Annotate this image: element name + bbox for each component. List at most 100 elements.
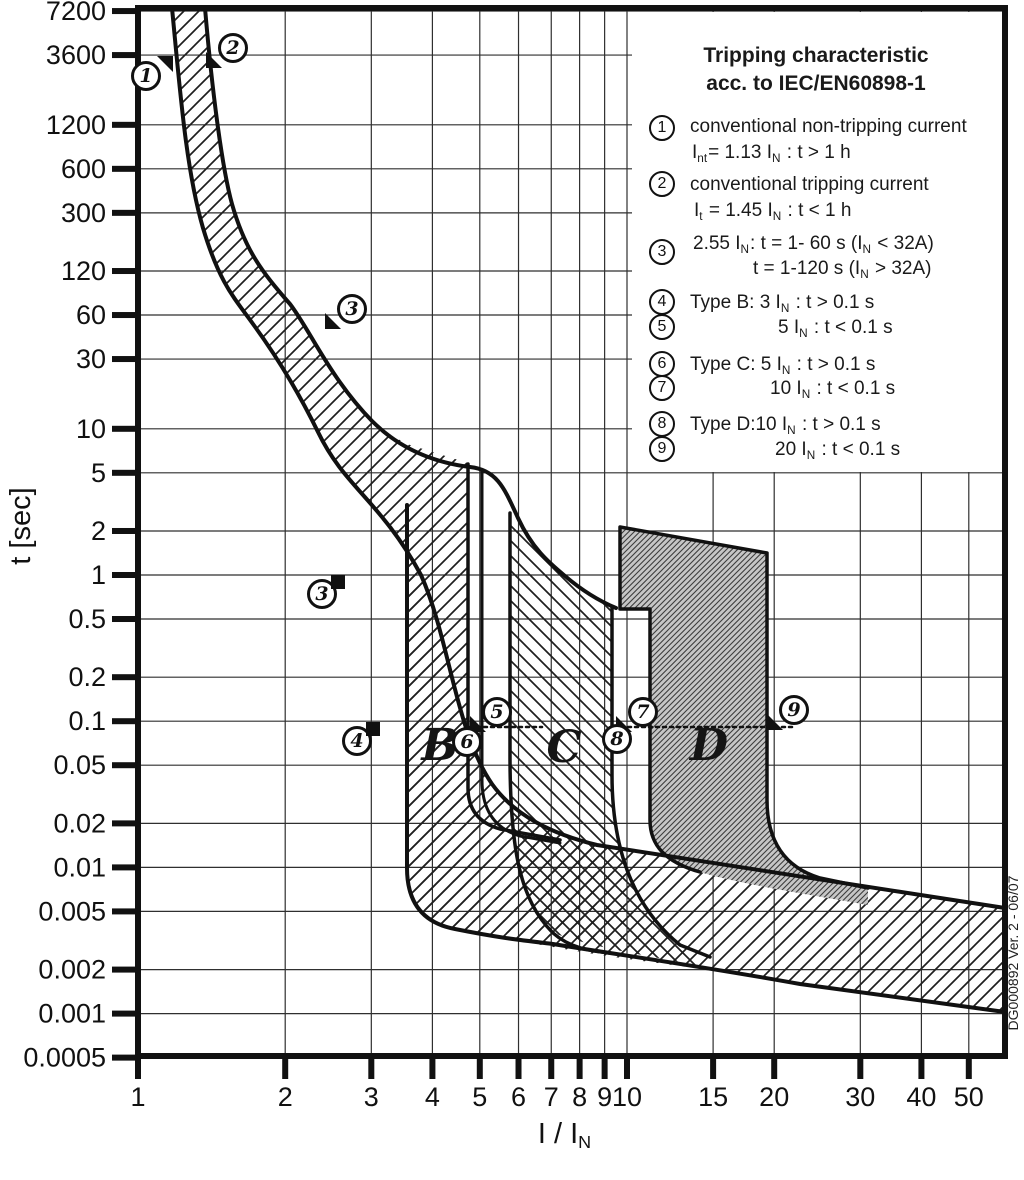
x-tick-label: 7 xyxy=(544,1082,559,1112)
legend-item-6-text: Type C: 5 IN : t > 0.1 s xyxy=(690,354,876,377)
y-tick xyxy=(112,1010,138,1017)
y-tick xyxy=(112,425,138,432)
y-tick xyxy=(112,864,138,871)
y-tick-label: 0.002 xyxy=(38,955,106,985)
legend-item-9-text: 20 IN : t < 0.1 s xyxy=(775,439,901,462)
y-tick xyxy=(112,527,138,534)
curve-non-tripping-boundary xyxy=(170,6,1007,910)
line-c-right-edge xyxy=(610,606,712,959)
marker-circle: 8 xyxy=(602,724,632,754)
legend-item-number-9: 9 xyxy=(649,436,675,462)
marker-circle: 2 xyxy=(218,33,248,63)
y-tick xyxy=(112,820,138,827)
x-tick xyxy=(576,1059,583,1079)
thermal-and-bottom-band-region xyxy=(172,8,1005,1012)
x-tick xyxy=(515,1059,522,1079)
y-tick xyxy=(112,674,138,681)
legend-item-number-7: 7 xyxy=(649,375,675,401)
y-tick xyxy=(112,268,138,275)
marker-circle: 3 xyxy=(337,294,367,324)
y-tick-label: 0.0005 xyxy=(23,1043,106,1073)
y-tick-label: 60 xyxy=(76,300,106,330)
x-tick xyxy=(368,1059,375,1079)
legend-item-2-text: It = 1.45 IN : t < 1 h xyxy=(694,200,852,223)
marker-pointer xyxy=(331,575,345,589)
x-tick-label: 20 xyxy=(759,1082,789,1112)
marker-circle: 4 xyxy=(342,726,372,756)
legend-item-8-text: Type D:10 IN : t > 0.1 s xyxy=(690,414,881,437)
line-b-instantaneous-5in xyxy=(480,468,562,845)
line-d-outline xyxy=(618,525,870,890)
x-tick xyxy=(771,1059,778,1079)
y-tick-label: 120 xyxy=(61,256,106,286)
x-tick xyxy=(282,1059,289,1079)
y-tick xyxy=(112,165,138,172)
y-tick xyxy=(112,52,138,59)
x-tick-label: 4 xyxy=(425,1082,440,1112)
legend-item-3-text: 2.55 IN: t = 1- 60 s (IN < 32A) xyxy=(693,233,934,256)
x-axis-title: I / IN xyxy=(537,1118,592,1153)
x-tick xyxy=(710,1059,717,1079)
x-tick xyxy=(135,1059,141,1079)
line-b-right-edge xyxy=(466,462,562,842)
legend-item-number-1: 1 xyxy=(649,115,675,141)
x-tick xyxy=(429,1059,436,1079)
curve-tripping-boundary xyxy=(203,6,618,610)
legend-item-number-5: 5 xyxy=(649,314,675,340)
y-tick-label: 0.05 xyxy=(53,750,106,780)
y-tick-label: 10 xyxy=(76,414,106,444)
marker-pointer xyxy=(366,722,380,736)
y-tick xyxy=(112,762,138,769)
x-tick-label: 40 xyxy=(906,1082,936,1112)
y-tick-label: 30 xyxy=(76,344,106,374)
y-tick-label: 0.001 xyxy=(38,999,106,1029)
y-tick-label: 0.5 xyxy=(68,604,106,634)
y-tick xyxy=(112,718,138,725)
marker-circle: 7 xyxy=(628,697,658,727)
y-tick-label: 7200 xyxy=(46,0,106,26)
x-tick-label: 30 xyxy=(845,1082,875,1112)
y-tick xyxy=(112,356,138,363)
y-tick-label: 5 xyxy=(91,458,106,488)
legend-item-1-text: conventional non-tripping current xyxy=(690,116,967,137)
y-tick-label: 1 xyxy=(91,560,106,590)
y-tick xyxy=(112,908,138,915)
axes: 1 2 3 4 5 6 7 8 9 10 15 20 30 40 507200360012006003001… xyxy=(23,0,983,1112)
legend-item-7-text: 10 IN : t < 0.1 s xyxy=(770,378,896,401)
legend-item-4-text: Type B: 3 IN : t > 0.1 s xyxy=(690,292,875,315)
marker-circle: 5 xyxy=(482,697,512,727)
x-tick xyxy=(965,1059,972,1079)
x-tick-label: 15 xyxy=(698,1082,728,1112)
y-tick-label: 0.005 xyxy=(38,896,106,926)
x-tick xyxy=(918,1059,925,1079)
legend-backdrop xyxy=(632,12,1002,472)
x-tick-label: 6 xyxy=(511,1082,526,1112)
y-tick-label: 3600 xyxy=(46,40,106,70)
x-tick-label: 3 xyxy=(364,1082,379,1112)
legend-item-number-4: 4 xyxy=(649,289,675,315)
region-letter-c: C xyxy=(546,722,582,773)
y-tick xyxy=(112,209,138,216)
y-tick-label: 0.02 xyxy=(53,808,106,838)
y-tick xyxy=(112,469,138,476)
y-tick-label: 2 xyxy=(91,516,106,546)
line-c-left-edge xyxy=(508,511,612,955)
region-letter-d: D xyxy=(689,720,729,771)
marker-circle: 6 xyxy=(452,727,482,757)
boundary-curves xyxy=(170,6,1007,1014)
curve-lower-boundary xyxy=(405,503,1007,1014)
y-tick-label: 600 xyxy=(61,154,106,184)
y-tick-label: 0.2 xyxy=(68,662,106,692)
type-b-band-region xyxy=(407,444,597,940)
x-tick-label: 9 xyxy=(597,1082,612,1112)
legend-item-number-3: 3 xyxy=(649,239,675,265)
legend-item-number-2: 2 xyxy=(649,171,675,197)
y-tick-label: 1200 xyxy=(46,110,106,140)
y-tick xyxy=(112,1054,138,1061)
x-tick xyxy=(601,1059,608,1079)
legend-title-line1: Tripping characteristic xyxy=(703,44,929,67)
legend: Tripping characteristic acc. to IEC/EN60… xyxy=(0,0,1024,500)
y-tick-label: 0.1 xyxy=(68,706,106,736)
